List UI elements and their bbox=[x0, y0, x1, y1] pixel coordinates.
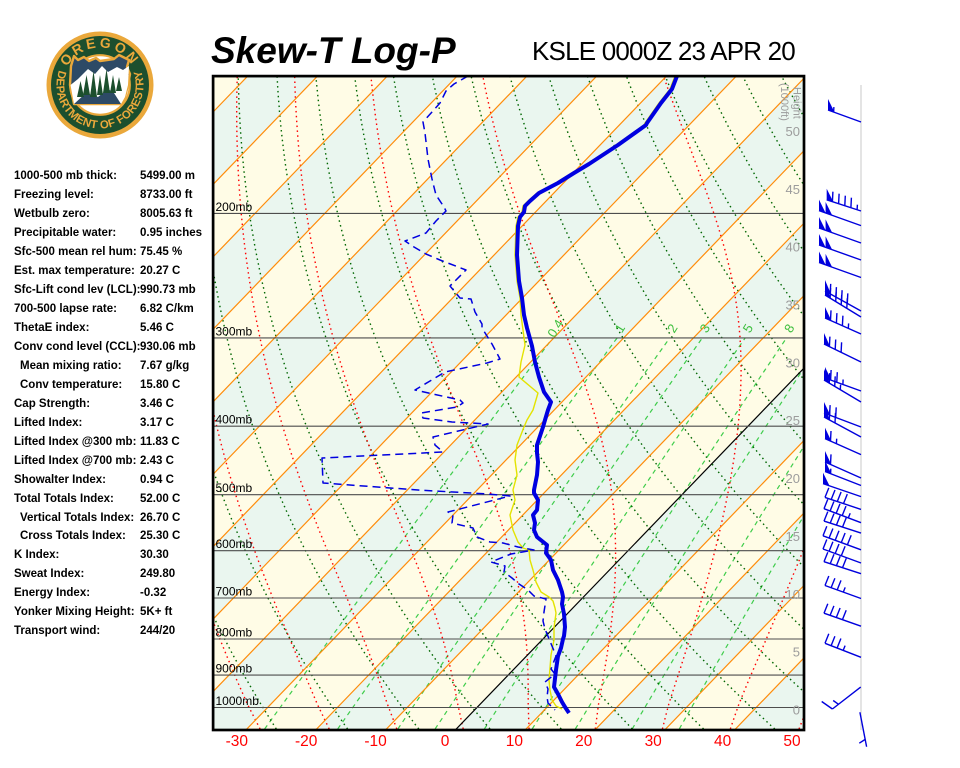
svg-text:600mb: 600mb bbox=[216, 537, 253, 551]
svg-text:200mb: 200mb bbox=[216, 200, 253, 214]
svg-text:800mb: 800mb bbox=[216, 626, 253, 640]
svg-text:50: 50 bbox=[783, 733, 801, 750]
svg-text:10: 10 bbox=[786, 587, 800, 602]
svg-text:45: 45 bbox=[786, 182, 800, 197]
svg-text:20: 20 bbox=[786, 471, 800, 486]
svg-text:(1000ft): (1000ft) bbox=[778, 83, 790, 121]
svg-text:900mb: 900mb bbox=[216, 662, 253, 676]
svg-text:0: 0 bbox=[793, 703, 800, 718]
svg-text:700mb: 700mb bbox=[216, 585, 253, 599]
svg-text:500mb: 500mb bbox=[216, 481, 253, 495]
svg-text:-20: -20 bbox=[295, 733, 318, 750]
svg-text:0: 0 bbox=[441, 733, 450, 750]
svg-text:15: 15 bbox=[786, 529, 800, 544]
svg-text:20: 20 bbox=[575, 733, 593, 750]
svg-text:5: 5 bbox=[793, 645, 800, 660]
svg-text:-10: -10 bbox=[364, 733, 387, 750]
svg-text:400mb: 400mb bbox=[216, 413, 253, 427]
svg-text:-30: -30 bbox=[226, 733, 249, 750]
svg-text:35: 35 bbox=[786, 298, 800, 313]
svg-text:Height: Height bbox=[791, 87, 803, 119]
svg-text:1000mb: 1000mb bbox=[216, 694, 260, 708]
svg-text:50: 50 bbox=[786, 124, 800, 139]
svg-text:30: 30 bbox=[645, 733, 663, 750]
svg-text:40: 40 bbox=[786, 240, 800, 255]
svg-text:40: 40 bbox=[714, 733, 732, 750]
svg-text:10: 10 bbox=[506, 733, 524, 750]
svg-text:25: 25 bbox=[786, 413, 800, 428]
svg-text:300mb: 300mb bbox=[216, 324, 253, 338]
svg-text:30: 30 bbox=[786, 355, 800, 370]
